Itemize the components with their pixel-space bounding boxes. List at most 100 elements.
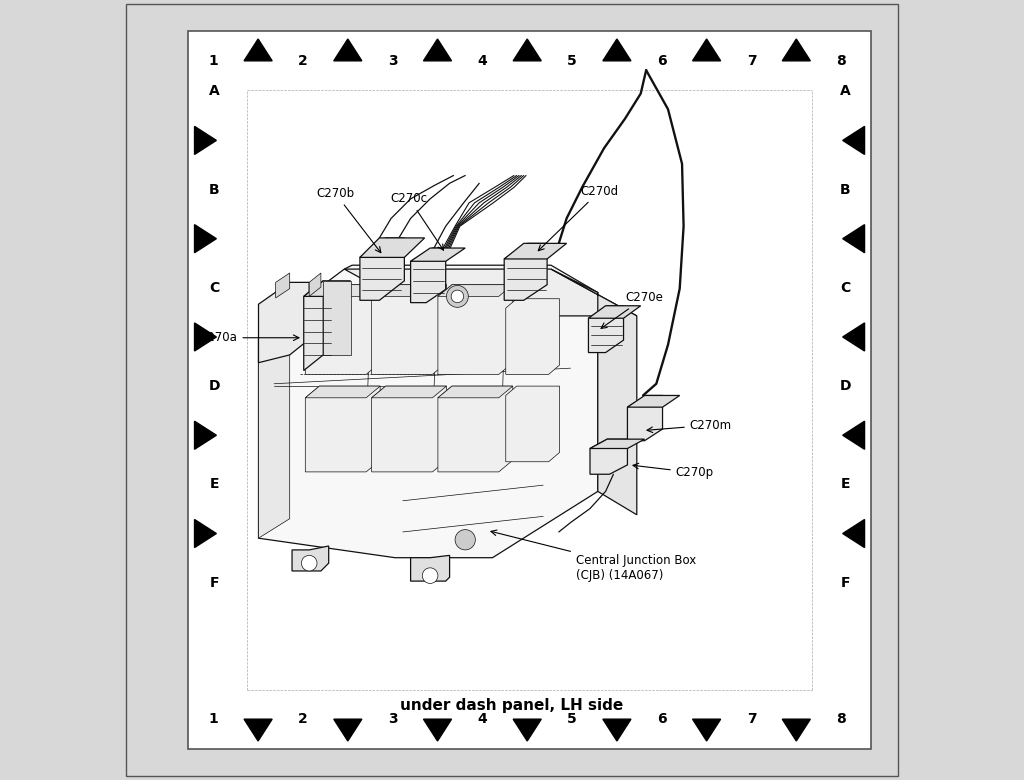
Polygon shape	[411, 248, 445, 303]
Polygon shape	[692, 39, 721, 61]
Polygon shape	[438, 386, 513, 472]
Polygon shape	[590, 439, 644, 448]
Polygon shape	[258, 282, 309, 363]
Polygon shape	[309, 273, 321, 296]
Circle shape	[452, 290, 464, 303]
Polygon shape	[438, 285, 513, 296]
Text: under dash panel, LH side: under dash panel, LH side	[400, 698, 624, 714]
Text: 1: 1	[209, 712, 218, 726]
Text: 2: 2	[298, 54, 308, 68]
Text: 5: 5	[567, 712, 577, 726]
Polygon shape	[334, 719, 361, 741]
Polygon shape	[504, 243, 566, 259]
Polygon shape	[782, 39, 810, 61]
Text: B: B	[209, 183, 219, 197]
Text: C270d: C270d	[539, 185, 618, 250]
Polygon shape	[843, 225, 864, 253]
Polygon shape	[782, 719, 810, 741]
Polygon shape	[603, 39, 631, 61]
Text: C270c: C270c	[391, 193, 443, 250]
Polygon shape	[603, 719, 631, 741]
Text: 6: 6	[657, 54, 667, 68]
Polygon shape	[372, 386, 446, 472]
Text: 8: 8	[837, 54, 846, 68]
Polygon shape	[411, 555, 450, 581]
Polygon shape	[292, 546, 329, 571]
Text: B: B	[840, 183, 850, 197]
Text: 5: 5	[567, 54, 577, 68]
Polygon shape	[305, 386, 380, 398]
Text: 2: 2	[298, 712, 308, 726]
Polygon shape	[195, 421, 216, 449]
Circle shape	[301, 555, 317, 571]
Text: E: E	[841, 477, 850, 491]
Circle shape	[422, 568, 438, 583]
Polygon shape	[304, 281, 324, 370]
Polygon shape	[258, 265, 598, 558]
Polygon shape	[344, 269, 637, 316]
Text: C270p: C270p	[633, 463, 714, 479]
Polygon shape	[195, 126, 216, 154]
Text: E: E	[209, 477, 219, 491]
Polygon shape	[244, 39, 272, 61]
Polygon shape	[305, 285, 380, 296]
Polygon shape	[195, 225, 216, 253]
Polygon shape	[258, 320, 290, 538]
Polygon shape	[195, 323, 216, 351]
Polygon shape	[411, 248, 465, 261]
Text: F: F	[209, 576, 219, 590]
Polygon shape	[504, 243, 547, 300]
Polygon shape	[334, 39, 361, 61]
Polygon shape	[372, 386, 446, 398]
Polygon shape	[506, 299, 559, 374]
Polygon shape	[305, 386, 380, 472]
Text: C270m: C270m	[647, 419, 732, 433]
Polygon shape	[324, 281, 350, 355]
Text: 7: 7	[746, 712, 757, 726]
Text: C270e: C270e	[601, 292, 663, 328]
Polygon shape	[843, 323, 864, 351]
Text: 4: 4	[477, 712, 487, 726]
Text: C: C	[840, 281, 850, 295]
Text: D: D	[208, 379, 220, 393]
Text: 1: 1	[209, 54, 218, 68]
Polygon shape	[628, 395, 680, 407]
Polygon shape	[628, 395, 663, 441]
Polygon shape	[438, 386, 513, 398]
Text: D: D	[840, 379, 851, 393]
Circle shape	[446, 285, 468, 307]
Polygon shape	[551, 269, 637, 515]
Polygon shape	[590, 439, 628, 474]
Polygon shape	[589, 306, 641, 318]
Text: Central Junction Box
(CJB) (14A067): Central Junction Box (CJB) (14A067)	[490, 530, 696, 582]
Polygon shape	[843, 421, 864, 449]
Polygon shape	[305, 285, 380, 374]
Polygon shape	[195, 519, 216, 548]
Polygon shape	[506, 386, 559, 462]
Text: 8: 8	[837, 712, 846, 726]
Polygon shape	[372, 285, 446, 296]
Text: C270a: C270a	[200, 332, 299, 344]
Text: 7: 7	[746, 54, 757, 68]
Polygon shape	[589, 306, 624, 353]
Text: C270b: C270b	[316, 187, 381, 253]
Circle shape	[455, 530, 475, 550]
Polygon shape	[359, 238, 425, 257]
Polygon shape	[513, 39, 542, 61]
Bar	[188, 31, 870, 749]
Text: F: F	[841, 576, 850, 590]
Text: 4: 4	[477, 54, 487, 68]
Text: 3: 3	[388, 54, 397, 68]
Text: 6: 6	[657, 712, 667, 726]
Text: A: A	[840, 84, 851, 98]
Polygon shape	[843, 126, 864, 154]
Polygon shape	[372, 285, 446, 374]
Polygon shape	[359, 238, 404, 300]
Polygon shape	[424, 719, 452, 741]
Polygon shape	[513, 719, 542, 741]
Text: 3: 3	[388, 712, 397, 726]
Polygon shape	[244, 719, 272, 741]
Polygon shape	[275, 273, 290, 298]
Polygon shape	[304, 281, 350, 296]
Text: C: C	[209, 281, 219, 295]
